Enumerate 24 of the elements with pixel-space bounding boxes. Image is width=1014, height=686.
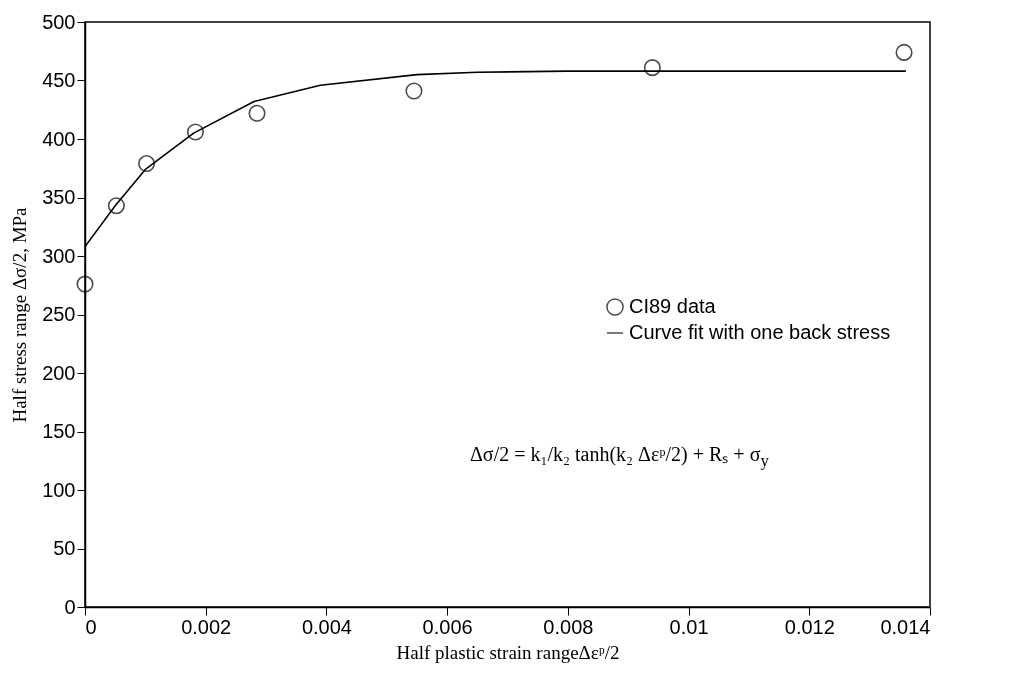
legend-label: Curve fit with one back stress [629, 321, 891, 343]
x-tick-label: 0.002 [181, 615, 232, 638]
x-tick-label: 0.004 [301, 615, 352, 638]
y-tick-label: 500 [42, 10, 76, 33]
y-tick-label: 0 [64, 595, 76, 618]
y-tick-label: 400 [42, 127, 76, 150]
y-tick-label: 100 [42, 478, 76, 501]
y-tick-label: 50 [53, 537, 76, 559]
x-tick-label: 0.01 [669, 615, 709, 638]
y-tick-label: 300 [42, 244, 76, 267]
y-tick-label: 450 [42, 69, 76, 91]
x-tick-label: 0.008 [543, 615, 594, 638]
y-tick-label: 200 [42, 361, 76, 384]
legend-label: CI89 data [629, 295, 717, 317]
x-tick-label: 0.012 [784, 615, 835, 638]
x-axis-title: Half plastic strain rangeΔεᵖ/2 [396, 641, 620, 663]
y-tick-label: 150 [42, 420, 76, 442]
y-axis-title: Half stress range Δσ/2, MPa [9, 206, 31, 423]
x-tick-label: 0 [85, 615, 97, 638]
x-tick-label: 0.006 [422, 615, 473, 638]
annotation: Δσ/2 = k₁/k₂ tanh(k₂ Δεᵖ/2) + Rₛ + σ$_{y}$ [470, 442, 769, 471]
y-tick-label: 350 [42, 186, 76, 208]
y-tick-label: 250 [42, 303, 76, 325]
x-tick-label: 0.014 [880, 615, 931, 638]
